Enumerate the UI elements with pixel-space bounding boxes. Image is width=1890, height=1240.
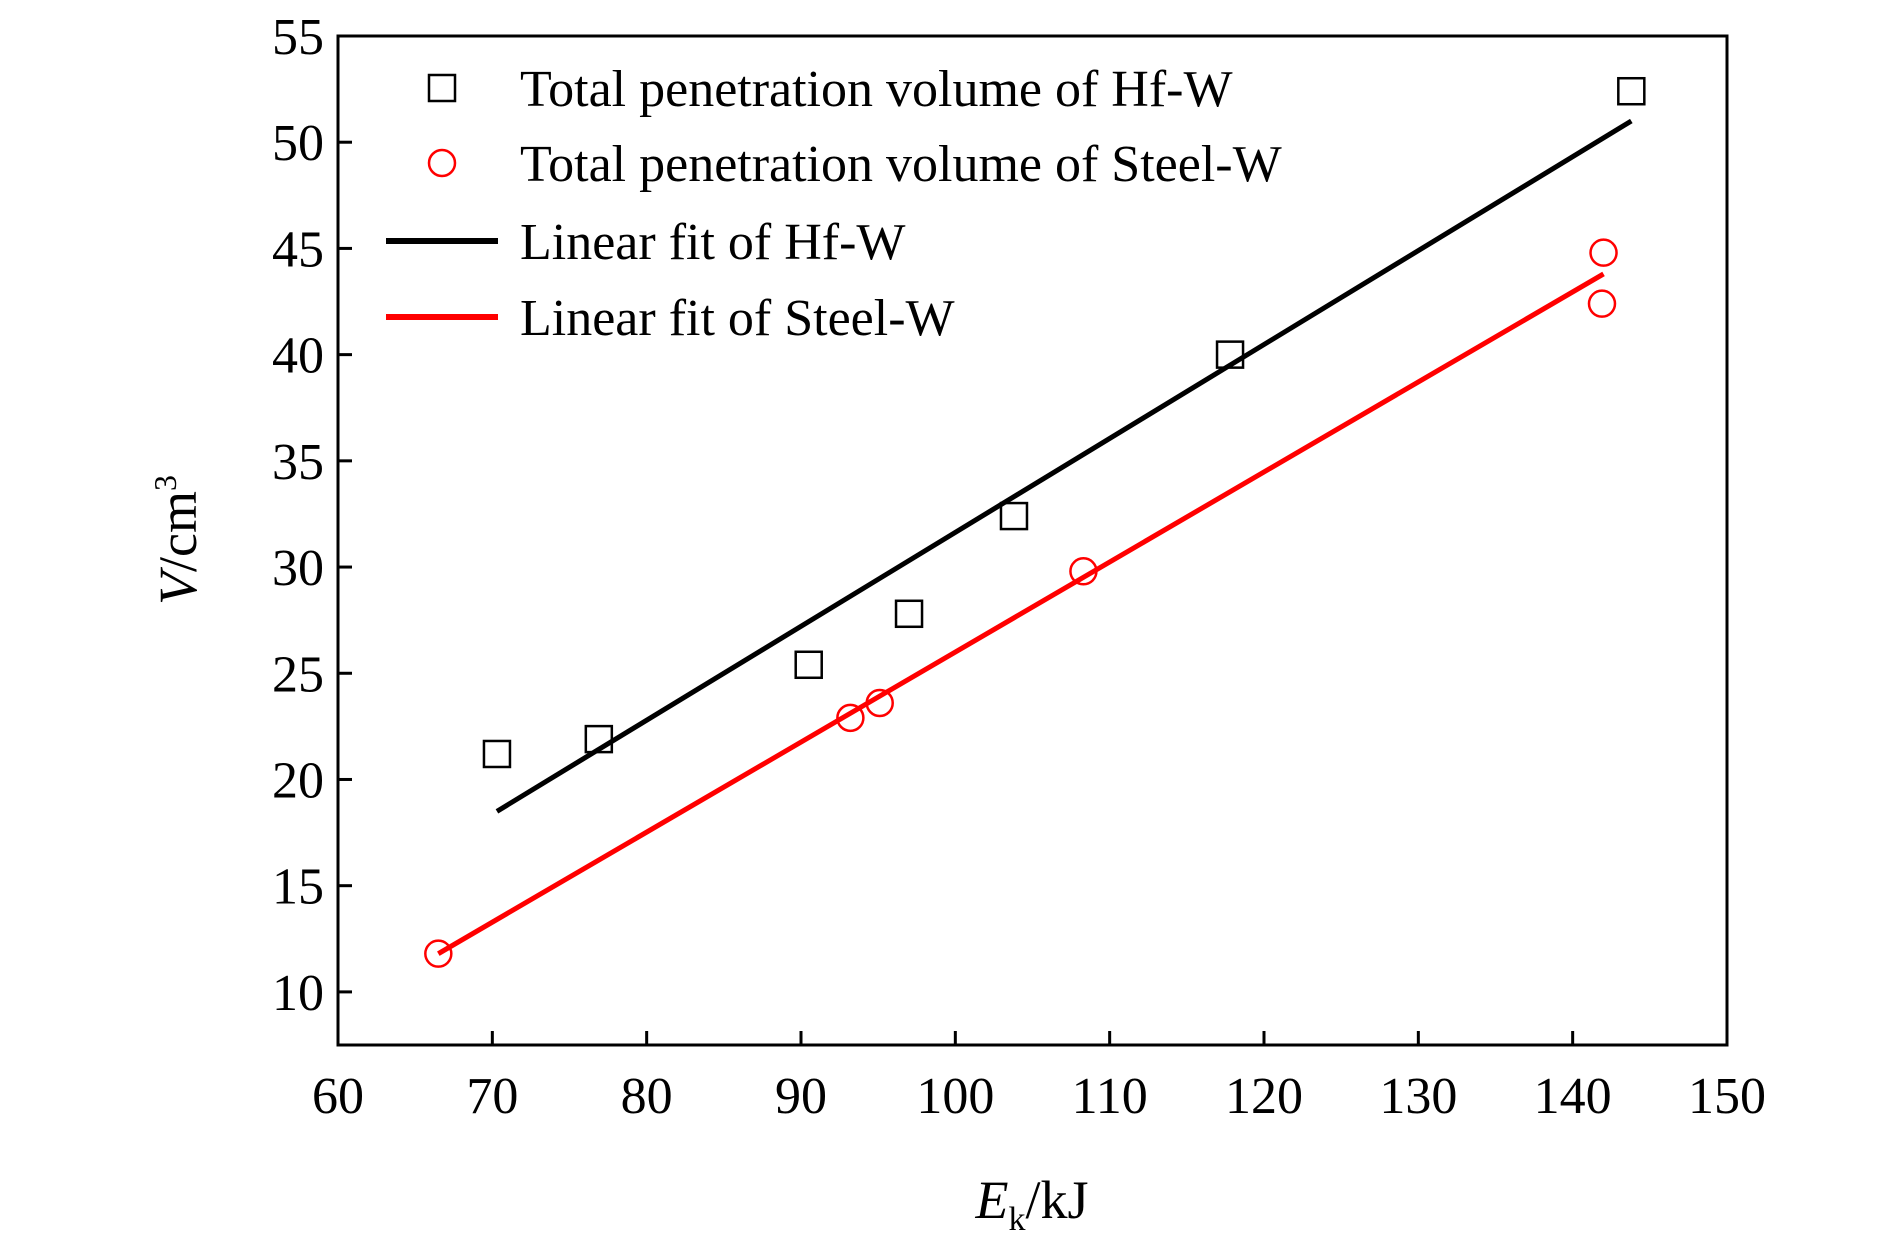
y-tick-label: 25 [272,646,324,703]
x-tick-label: 90 [775,1068,827,1125]
data-point-square [894,599,924,629]
data-point-circle [1587,289,1617,318]
data-point-circle [836,703,865,733]
fit-line [437,271,1605,956]
x-tick-label: 140 [1534,1068,1612,1125]
data-point-square [999,501,1029,531]
legend-marker-swatch [427,73,457,103]
x-tick-label: 70 [466,1068,518,1125]
series-layer [424,76,1646,968]
x-tick-label: 100 [916,1068,994,1125]
y-tick-label: 50 [272,115,324,172]
series-3 [437,271,1605,956]
legend-label: Linear fit of Hf-W [520,214,905,271]
data-point-circle [1589,238,1618,267]
legend: Total penetration volume of Hf-W Total pe… [386,61,1282,347]
y-tick-label: 20 [272,752,324,809]
x-axis-title: Ek/kJ [974,1170,1088,1238]
data-point-circle [424,939,453,968]
x-axis-title-unit: /kJ [1025,1170,1088,1230]
y-tick-label: 15 [272,859,324,916]
data-point-square [482,739,512,769]
x-tick-label: 120 [1225,1068,1303,1125]
x-axis-title-sub: k [1008,1201,1025,1238]
y-axis-title: V/cm3 [147,475,208,605]
plot-area-frame [336,34,1729,1047]
y-axis-title-sup: 3 [147,475,183,491]
series-0 [482,76,1646,769]
y-tick-label: 45 [272,221,324,278]
fit-line [495,118,1633,814]
x-tick-label: 80 [621,1068,673,1125]
y-tick-label: 55 [272,9,324,66]
legend-label: Total penetration volume of Hf-W [520,61,1233,118]
x-axis-title-main: E [974,1170,1008,1230]
y-axis-ticks: 10 15 20 25 30 35 40 45 50 55 [272,9,352,1022]
series-2 [495,118,1633,814]
data-point-square [794,650,823,680]
x-tick-label: 60 [312,1068,364,1125]
x-axis-ticks: 60 70 80 90 100 110 120 130 140 150 [312,1031,1766,1125]
y-tick-label: 40 [272,328,324,385]
y-tick-label: 30 [272,540,324,597]
legend-marker-swatch [427,148,457,178]
x-tick-label: 130 [1379,1068,1457,1125]
x-tick-label: 150 [1688,1068,1766,1125]
y-tick-label: 35 [272,434,324,491]
series-1 [424,238,1618,968]
legend-label: Linear fit of Steel-W [520,290,955,347]
y-axis-title-main: V [148,566,208,605]
legend-label: Total penetration volume of Steel-W [520,136,1282,193]
y-axis-title-unit: /cm [148,491,208,572]
data-point-square [1617,76,1646,106]
x-tick-label: 110 [1072,1068,1148,1125]
y-tick-label: 10 [272,965,324,1022]
